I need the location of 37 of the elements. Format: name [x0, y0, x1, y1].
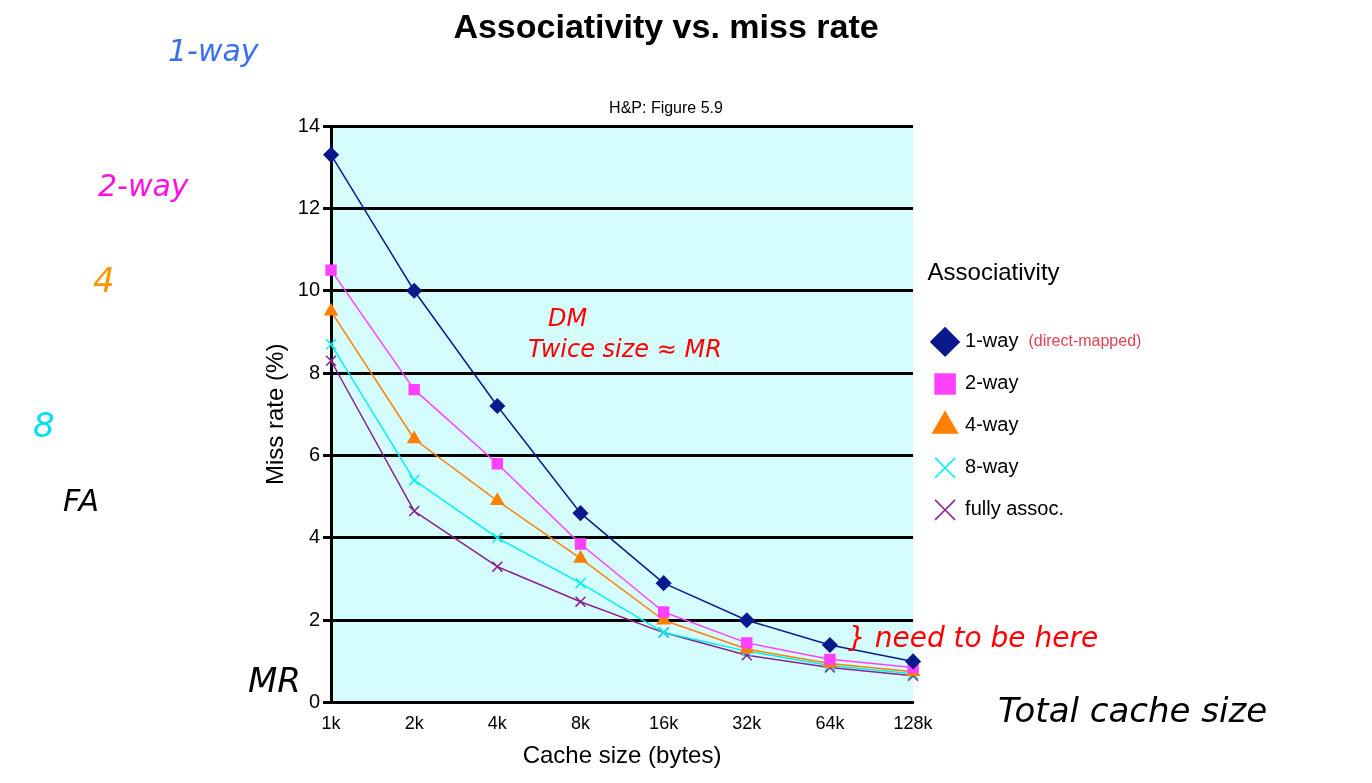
legend-label: 1-way [965, 329, 1019, 352]
annotation: } need to be here [848, 621, 1099, 655]
x-tick-label: 8k [570, 713, 591, 734]
x-tick-label: 1k [321, 713, 342, 734]
y-tick-label: 2 [308, 607, 321, 630]
text: 2-way [98, 167, 190, 203]
text: FA [63, 482, 100, 518]
y-axis-title: Miss rate (%) [261, 343, 289, 485]
text: (direct-mapped) [1028, 332, 1142, 350]
y-tick-label: 0 [308, 690, 321, 713]
annotation: Twice size ≈ MR [528, 335, 722, 364]
legend-label: 4-way [965, 413, 1019, 436]
text: 1-way [168, 32, 260, 68]
x-tick-label: 16k [649, 713, 680, 734]
legend-label: fully assoc. [965, 497, 1065, 520]
annotation: DM [548, 304, 588, 333]
legend-title: Associativity [927, 257, 1060, 285]
text: Total cache size [998, 689, 1268, 730]
y-tick-label: 8 [308, 360, 321, 383]
x-tick-label: 2k [404, 713, 425, 734]
legend-label: 8-way [965, 455, 1019, 478]
y-tick-label: 6 [308, 443, 321, 465]
chart-subtitle: H&P: Figure 5.9 [609, 98, 724, 116]
y-tick-label: 10 [297, 278, 321, 301]
x-tick-label: 128k [893, 713, 934, 734]
y-tick-label: 14 [297, 113, 321, 136]
text: MR [248, 659, 301, 700]
x-tick-label: 4k [487, 713, 508, 734]
y-tick-label: 12 [297, 195, 321, 218]
text: 4 [93, 259, 115, 300]
x-tick-label: 64k [815, 713, 846, 734]
chart-title: Associativity vs. miss rate [453, 6, 879, 45]
x-tick-label: 32k [732, 713, 763, 734]
text: 8 [33, 404, 55, 445]
x-axis-title: Cache size (bytes) [522, 741, 722, 769]
legend-label: 2-way [965, 371, 1019, 394]
y-tick-label: 4 [308, 525, 321, 548]
